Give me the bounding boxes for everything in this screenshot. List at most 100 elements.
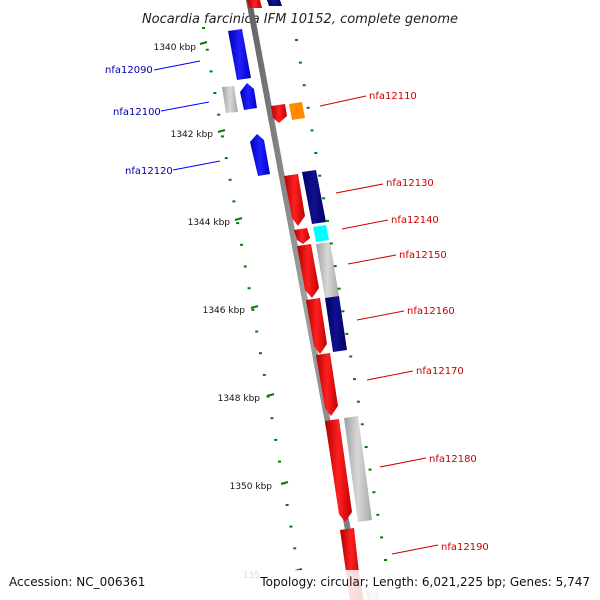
guide-dot xyxy=(236,222,240,225)
genome-summary-text: Topology: circular; Length: 6,021,225 bp… xyxy=(259,575,590,589)
gene-label-nfa12120[interactable]: nfa12120 xyxy=(125,166,173,177)
guide-dot xyxy=(345,332,349,335)
kbp-label: 1348 kbp xyxy=(218,394,261,404)
gene-top-navy[interactable] xyxy=(267,0,282,6)
guide-dot xyxy=(322,197,326,200)
kbp-tick xyxy=(250,305,259,309)
gene-nfa12170[interactable] xyxy=(316,353,338,416)
guide-dot xyxy=(224,157,228,160)
kbp-tick xyxy=(234,217,243,221)
guide-dot xyxy=(289,525,293,528)
label-leader xyxy=(366,370,414,381)
guide-dot xyxy=(270,417,274,420)
kbp-label: 1346 kbp xyxy=(203,306,246,316)
label-leader xyxy=(319,95,367,107)
gene-nfa12130-red[interactable] xyxy=(284,174,305,226)
gene-nfa12150[interactable] xyxy=(316,242,339,298)
gene-nfa12160-red[interactable] xyxy=(306,298,327,354)
gene-nfa12150-red[interactable] xyxy=(297,244,319,298)
gene-nfa12100[interactable] xyxy=(240,83,257,110)
kbp-label: 1350 kbp xyxy=(230,482,273,492)
gene-label-nfa12160[interactable]: nfa12160 xyxy=(407,306,455,317)
label-leader xyxy=(172,160,221,171)
guide-dot xyxy=(326,219,329,222)
gene-nfa12110[interactable] xyxy=(289,102,305,120)
guide-dot xyxy=(368,468,372,471)
guide-dot xyxy=(310,129,314,132)
guide-dot xyxy=(209,70,213,73)
guide-dot xyxy=(349,355,353,358)
gene-label-nfa12100[interactable]: nfa12100 xyxy=(113,107,161,118)
guide-dot xyxy=(293,547,297,550)
gene-nfa12120[interactable] xyxy=(250,134,270,176)
guide-dot xyxy=(205,48,209,51)
accession-text: Accession: NC_006361 xyxy=(9,575,145,589)
footer-background xyxy=(0,570,600,600)
gene-nfa12180-red[interactable] xyxy=(325,419,352,522)
gene-label-nfa12130[interactable]: nfa12130 xyxy=(386,178,434,189)
label-leader xyxy=(335,183,384,194)
gene-nfa12180[interactable] xyxy=(344,416,372,522)
label-leader xyxy=(391,544,439,555)
left-dotted-guide xyxy=(202,27,300,571)
label-leader xyxy=(160,101,210,112)
gene-nfa12100-gray[interactable] xyxy=(222,86,238,113)
gene-nfa12160[interactable] xyxy=(325,296,347,352)
guide-dot xyxy=(333,265,337,268)
right-dotted-guide xyxy=(295,39,387,561)
guide-dot xyxy=(295,39,298,41)
guide-dot xyxy=(364,446,368,448)
guide-dot xyxy=(217,113,221,116)
gene-label-nfa12110[interactable]: nfa12110 xyxy=(369,91,417,102)
guide-dot xyxy=(372,491,376,494)
gene-nfa12140[interactable] xyxy=(313,225,329,242)
gene-top-red[interactable] xyxy=(247,0,262,8)
guide-dot xyxy=(314,152,318,154)
guide-dot xyxy=(380,536,384,539)
guide-dot xyxy=(302,84,306,87)
guide-dot xyxy=(274,438,278,441)
guide-dot xyxy=(329,242,333,245)
gene-nfa12130[interactable] xyxy=(302,170,326,224)
guide-dot xyxy=(318,174,322,177)
guide-dot xyxy=(353,378,356,381)
kbp-tick xyxy=(199,41,208,45)
guide-dot xyxy=(262,373,266,376)
guide-dot xyxy=(202,27,205,29)
guide-dot xyxy=(356,400,360,403)
guide-dot xyxy=(251,308,255,311)
guide-dot xyxy=(285,504,289,506)
forward-gene-labels: nfa12110 nfa12130 nfa12140 nfa12150 nfa1… xyxy=(319,91,489,555)
gene-label-nfa12140[interactable]: nfa12140 xyxy=(391,215,439,226)
gene-label-nfa12090[interactable]: nfa12090 xyxy=(105,65,153,76)
guide-dot xyxy=(278,460,281,463)
kbp-scale: 1340 kbp 1342 kbp 1344 kbp 1346 kbp 1348… xyxy=(154,41,303,581)
guide-dot xyxy=(221,135,224,138)
kbp-label: 1344 kbp xyxy=(188,218,231,228)
guide-dot xyxy=(213,92,217,94)
guide-dot xyxy=(243,265,247,268)
guide-dot xyxy=(341,310,345,313)
gene-nfa12110-red[interactable] xyxy=(271,104,287,123)
reverse-gene-labels: nfa12090 nfa12100 nfa12120 xyxy=(105,60,221,177)
label-leader xyxy=(341,219,389,230)
gene-label-nfa12170[interactable]: nfa12170 xyxy=(416,366,464,377)
label-leader xyxy=(153,60,201,71)
guide-dot xyxy=(360,423,364,426)
label-leader xyxy=(379,457,427,468)
guide-dot xyxy=(259,352,262,355)
gene-label-nfa12190[interactable]: nfa12190 xyxy=(441,542,489,553)
map-title: Nocardia farcinica IFM 10152, complete g… xyxy=(142,12,458,27)
kbp-tick xyxy=(217,129,226,133)
kbp-tick xyxy=(280,481,289,485)
guide-dot xyxy=(376,513,380,516)
gene-nfa12090[interactable] xyxy=(228,29,251,80)
guide-dot xyxy=(255,330,259,333)
guide-dot xyxy=(247,287,251,290)
gene-nfa12140-red[interactable] xyxy=(294,228,310,244)
gene-label-nfa12150[interactable]: nfa12150 xyxy=(399,250,447,261)
guide-dot xyxy=(337,287,341,290)
guide-dot xyxy=(306,106,310,109)
gene-label-nfa12180[interactable]: nfa12180 xyxy=(429,454,477,465)
